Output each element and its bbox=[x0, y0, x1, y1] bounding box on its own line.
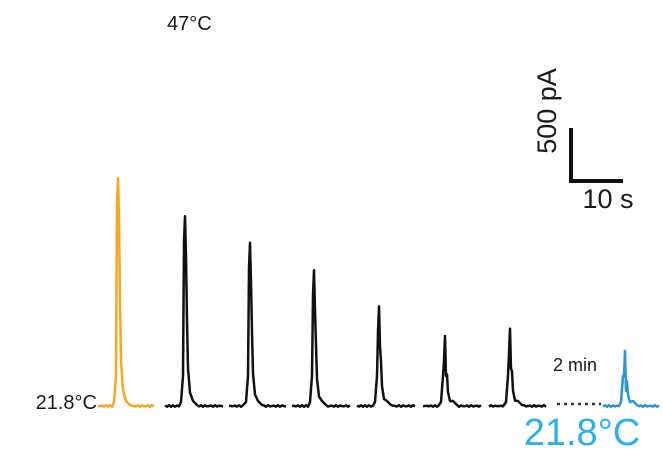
trace-7 bbox=[488, 327, 547, 408]
hot-temperature-label: 47°C bbox=[167, 13, 212, 35]
trace-4 bbox=[291, 269, 351, 409]
current-traces bbox=[97, 176, 660, 409]
trace-8 bbox=[602, 349, 660, 409]
gap-duration-label: 2 min bbox=[553, 355, 597, 375]
trace-5 bbox=[356, 305, 416, 409]
trace-3 bbox=[228, 241, 287, 409]
scale-bar-y-label: 500 pA bbox=[532, 68, 562, 154]
trace-6 bbox=[422, 334, 482, 409]
scale-bar-x-label: 10 s bbox=[582, 184, 633, 214]
end-temperature-label: 21.8°C bbox=[524, 412, 641, 454]
scale-bar: 500 pA 10 s bbox=[532, 68, 634, 214]
trace-2 bbox=[164, 215, 224, 409]
start-temperature-label: 21.8°C bbox=[36, 392, 97, 414]
scale-bar-lines bbox=[569, 128, 623, 183]
trace-1 bbox=[97, 176, 155, 409]
